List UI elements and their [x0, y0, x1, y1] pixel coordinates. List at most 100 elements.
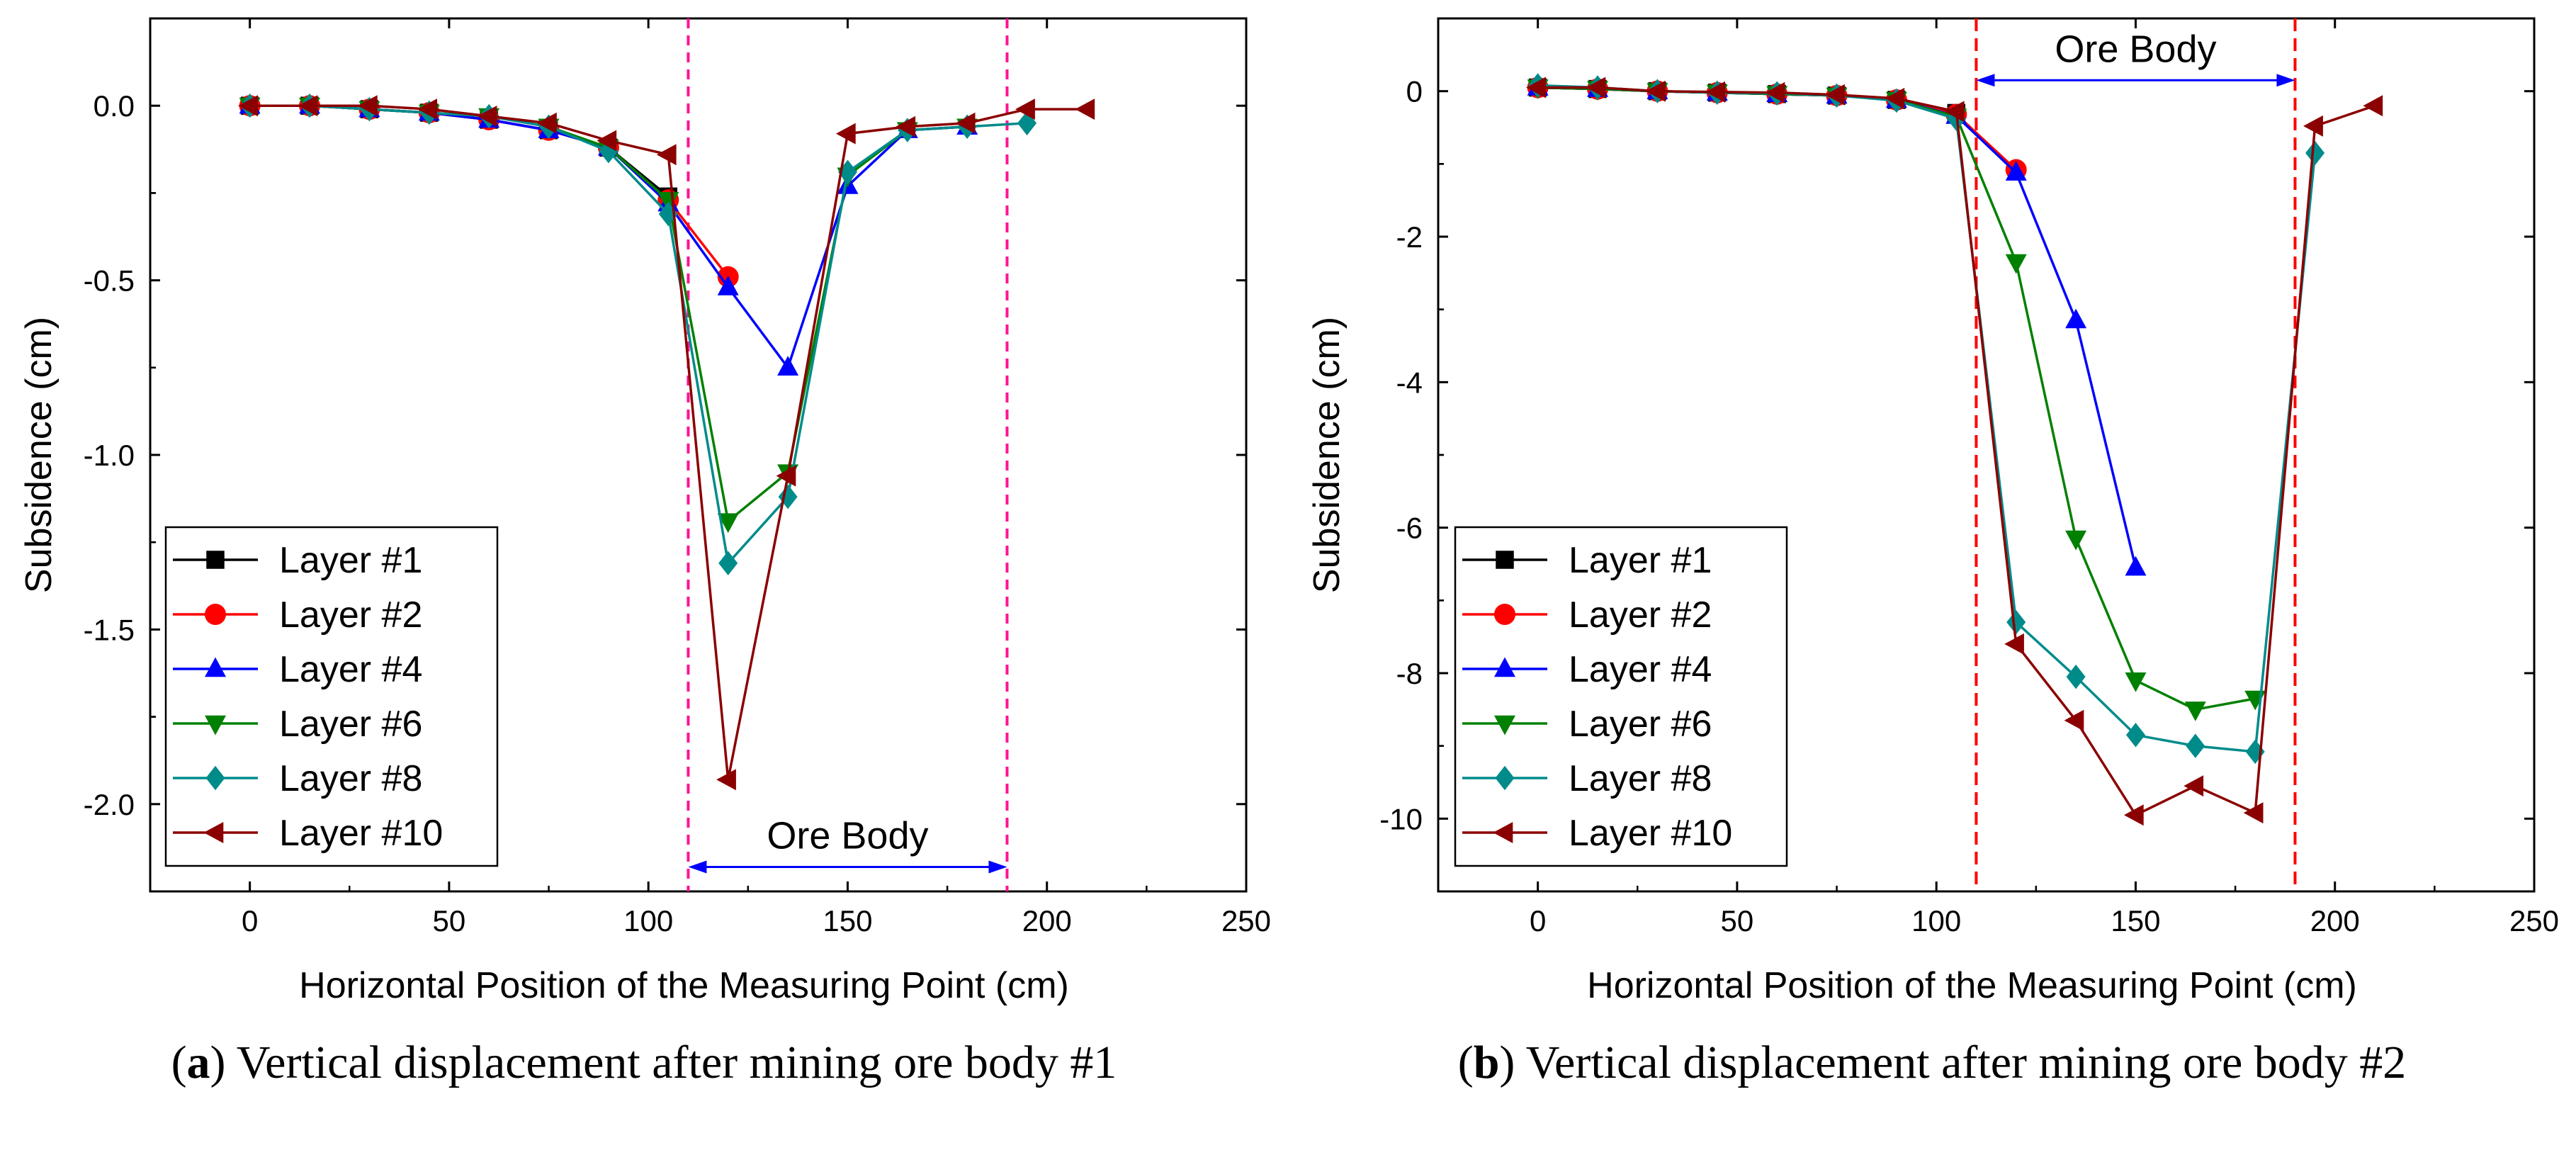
- data-point: [2125, 556, 2147, 576]
- x-tick-label: 150: [2111, 904, 2160, 937]
- legend-item-layer-6: Layer #6: [1462, 704, 1712, 745]
- data-point: [2303, 115, 2323, 137]
- x-tick-label: 250: [1221, 904, 1271, 937]
- legend-marker: [205, 765, 225, 791]
- legend-label: Layer #1: [279, 540, 422, 581]
- legend-label: Layer #10: [279, 813, 443, 854]
- series-layer-10: [1526, 77, 2383, 826]
- legend-marker: [203, 822, 224, 843]
- y-tick-label: -4: [1396, 366, 1423, 399]
- x-tick-label: 100: [1911, 904, 1961, 937]
- legend-item-layer-10: Layer #10: [1462, 813, 1732, 854]
- caption-a: (a) Vertical displacement after mining o…: [171, 1037, 1117, 1088]
- data-point: [599, 139, 618, 164]
- legend-item-layer-10: Layer #10: [173, 813, 443, 854]
- y-tick-label: -1.0: [84, 439, 135, 472]
- series-layer-8: [240, 93, 1037, 575]
- data-point: [776, 465, 796, 487]
- x-tick-label: 250: [2509, 904, 2559, 937]
- legend-marker: [206, 551, 225, 569]
- data-point: [2064, 709, 2084, 731]
- x-tick-label: 200: [1022, 904, 1072, 937]
- legend-marker: [1495, 765, 1515, 791]
- y-tick-label: 0: [1406, 75, 1423, 108]
- data-point: [2004, 633, 2024, 655]
- x-tick-label: 150: [823, 904, 872, 937]
- x-tick-label: 0: [1530, 904, 1546, 937]
- chart-panel-b: 0 50 100 150 200 250 0 -2 -4 -6 -8 -10 Horizontal Po…: [1306, 17, 2559, 1006]
- data-point: [2066, 664, 2086, 689]
- legend-label: Layer #8: [1569, 758, 1712, 799]
- chart-panel-a: 0 50 100 150 200 250 0.0 -0.5 -1.0 -1.5 -2.0 Horizo…: [18, 17, 1271, 1006]
- data-point: [2006, 609, 2026, 635]
- series-layer-4: [1527, 76, 2147, 576]
- data-point: [656, 144, 677, 166]
- legend-item-layer-6: Layer #6: [173, 704, 422, 745]
- data-point: [1944, 101, 1965, 123]
- data-point: [777, 356, 799, 376]
- ore-body-label: Ore Body: [2055, 28, 2216, 70]
- legend-label: Layer #2: [279, 595, 422, 636]
- series-line-layer-8: [249, 104, 1027, 565]
- legend-marker: [1494, 604, 1515, 625]
- y-tick-label: -0.5: [84, 264, 135, 298]
- data-point: [717, 276, 739, 295]
- data-point: [1825, 84, 1845, 106]
- data-point: [896, 116, 916, 137]
- ore-body-arrow-head-left: [688, 860, 707, 874]
- legend-label: Layer #6: [279, 704, 422, 745]
- x-axis-label: Horizontal Position of the Measuring Poi…: [299, 965, 1069, 1006]
- data-point: [238, 95, 258, 117]
- legend-marker: [1494, 657, 1515, 677]
- legend-marker: [205, 657, 226, 677]
- legend-item-layer-8: Layer #8: [1462, 758, 1712, 799]
- legend-item-layer-8: Layer #8: [173, 758, 422, 799]
- x-tick-label: 200: [2310, 904, 2360, 937]
- data-point: [1075, 98, 1095, 120]
- y-axis-label: Subsidence (cm): [1306, 317, 1348, 593]
- series-line-layer-6: [249, 104, 968, 523]
- data-point: [716, 769, 736, 791]
- legend-label: Layer #6: [1569, 704, 1712, 745]
- series-line-layer-4: [1537, 86, 2137, 568]
- legend-item-layer-2: Layer #2: [173, 595, 422, 636]
- data-point: [2065, 530, 2087, 551]
- data-point: [717, 513, 739, 534]
- data-point: [1705, 81, 1725, 103]
- legend-label: Layer #4: [1569, 649, 1712, 690]
- data-point: [658, 201, 678, 227]
- caption-b: (b) Vertical displacement after mining o…: [1457, 1037, 2407, 1088]
- data-point: [417, 98, 437, 120]
- legend-item-layer-1: Layer #1: [1462, 540, 1712, 581]
- x-tick-label: 0: [242, 904, 258, 937]
- data-point: [1645, 80, 1666, 102]
- data-point: [2126, 723, 2145, 748]
- y-tick-label: 0.0: [94, 89, 135, 123]
- legend-label: Layer #1: [1569, 540, 1712, 581]
- data-point: [2065, 308, 2087, 329]
- ore-body-arrow-head-right: [988, 860, 1007, 874]
- legend-label: Layer #8: [279, 758, 422, 799]
- data-point: [778, 484, 798, 509]
- data-point: [298, 95, 318, 117]
- data-point: [836, 123, 856, 145]
- legend-item-layer-2: Layer #2: [1462, 595, 1712, 636]
- y-axis-label: Subsidence (cm): [18, 317, 60, 593]
- data-point: [2184, 702, 2206, 721]
- data-point: [718, 551, 738, 575]
- y-tick-label: -8: [1396, 657, 1423, 690]
- x-tick-label: 100: [623, 904, 673, 937]
- legend-marker: [205, 715, 226, 736]
- y-tick-label: -1.5: [84, 613, 135, 646]
- x-tick-label: 50: [433, 904, 466, 937]
- legend-item-layer-4: Layer #4: [173, 649, 422, 690]
- legend-box: [1454, 526, 1788, 867]
- data-point: [2243, 802, 2264, 824]
- legend-item-layer-1: Layer #1: [173, 540, 422, 581]
- data-point: [2124, 804, 2144, 826]
- data-point: [1015, 98, 1035, 120]
- data-point: [2005, 254, 2027, 274]
- data-point: [2305, 140, 2325, 166]
- legend-marker: [1496, 551, 1514, 569]
